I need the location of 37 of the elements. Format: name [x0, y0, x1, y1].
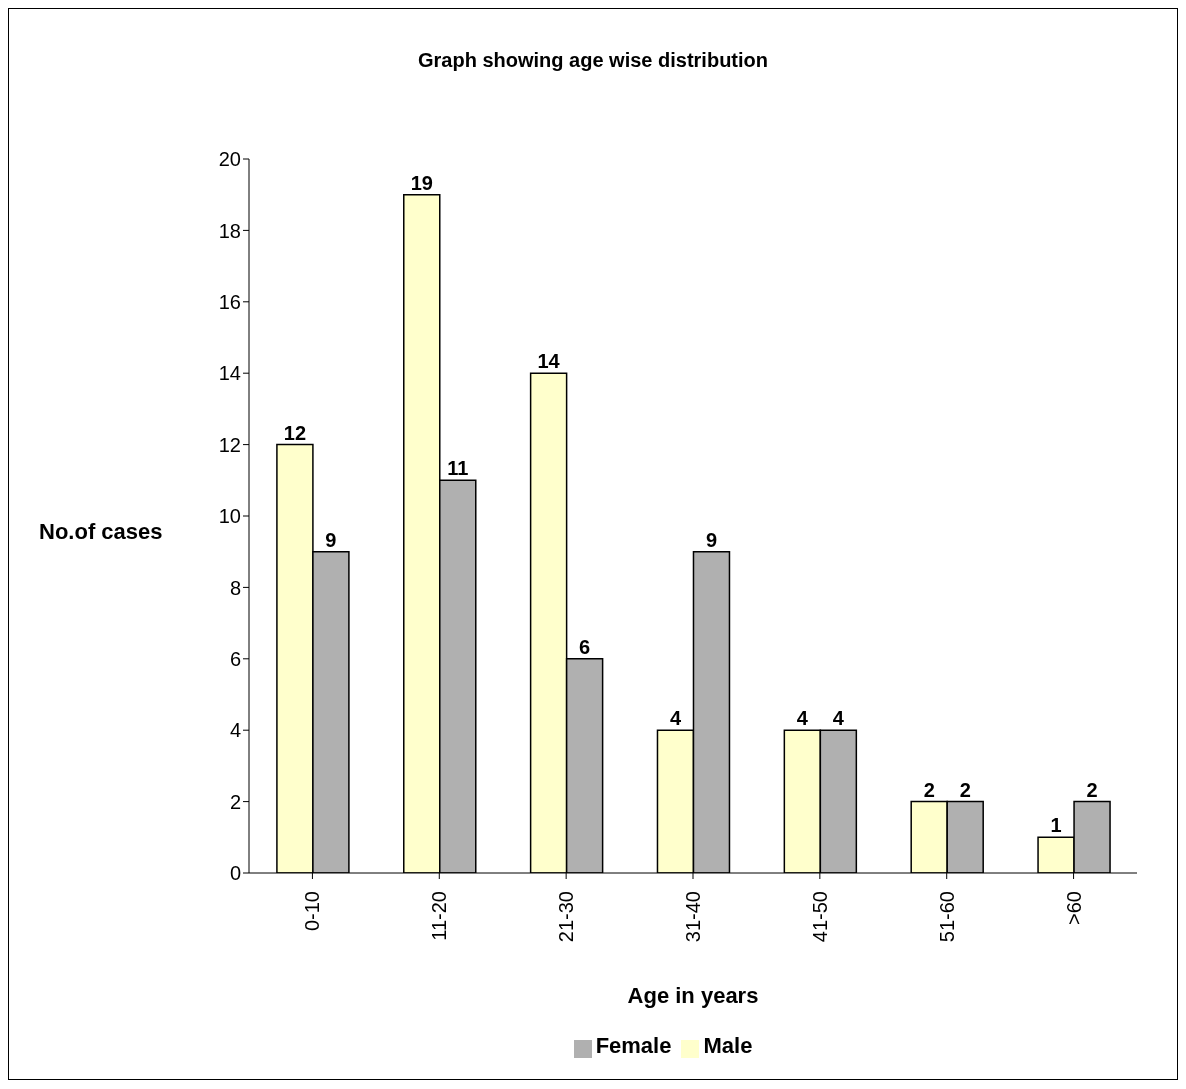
y-tick-label: 0 — [229, 862, 241, 885]
y-tick-label: 18 — [218, 219, 241, 242]
data-label: 4 — [832, 707, 845, 730]
x-tick-label: 11-20 — [428, 891, 451, 941]
chart-title: Graph showing age wise distribution — [417, 49, 769, 72]
y-tick-label: 10 — [218, 505, 241, 528]
y-tick-label: 12 — [218, 433, 241, 456]
x-tick-label: >60 — [1062, 891, 1085, 925]
x-axis-title: Age in years — [627, 983, 759, 1008]
data-label: 4 — [796, 707, 809, 730]
y-axis-title: No.of cases — [39, 519, 163, 545]
y-tick-label: 20 — [218, 148, 241, 171]
x-tick-label: 51-60 — [935, 891, 958, 943]
x-tick-label: 0-10 — [301, 891, 324, 932]
y-tick-label: 6 — [229, 647, 241, 670]
y-tick-label: 16 — [218, 290, 241, 313]
data-label: 12 — [283, 421, 307, 444]
y-tick-label: 2 — [229, 790, 241, 813]
data-label: 9 — [325, 528, 337, 551]
x-tick-label: 41-50 — [808, 891, 831, 943]
x-tick-label: 21-30 — [555, 891, 578, 943]
legend-label: Female — [595, 1033, 672, 1058]
data-label: 1 — [1050, 814, 1062, 837]
data-label: 9 — [705, 528, 718, 551]
legend-label: Male — [703, 1033, 753, 1058]
data-label: 2 — [959, 778, 971, 801]
data-label: 14 — [537, 350, 561, 373]
data-label: 19 — [410, 171, 433, 194]
y-tick-label: 8 — [229, 576, 241, 599]
y-tick-label: 4 — [229, 719, 241, 742]
data-label: 4 — [669, 707, 682, 730]
data-label: 6 — [579, 635, 591, 658]
data-label: 2 — [1086, 778, 1098, 801]
data-label: 11 — [447, 457, 469, 480]
data-label: 2 — [923, 778, 935, 801]
x-tick-label: 31-40 — [682, 891, 704, 943]
y-tick-label: 14 — [218, 362, 241, 385]
